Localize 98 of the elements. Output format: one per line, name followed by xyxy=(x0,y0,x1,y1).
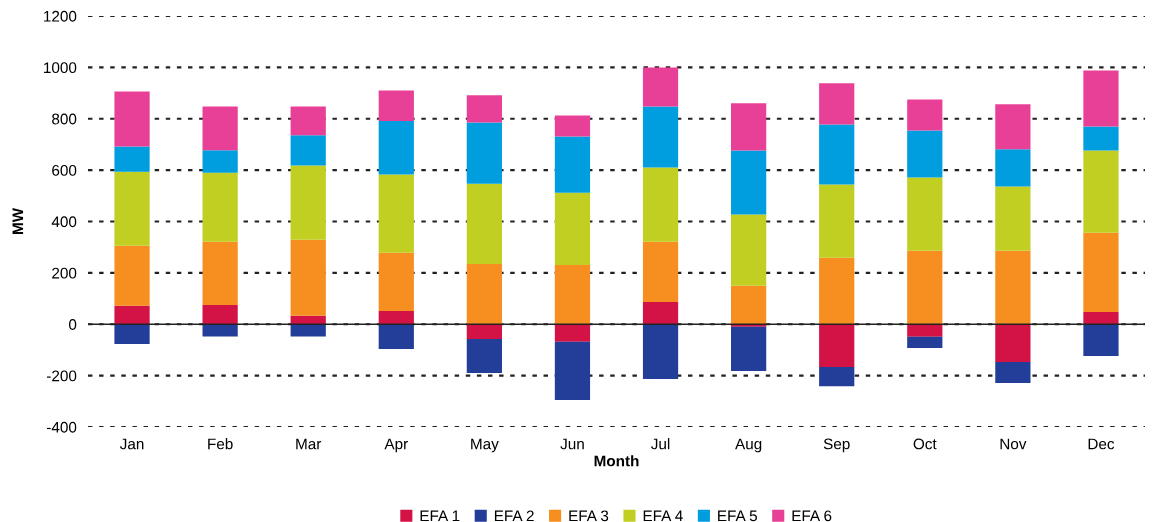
bar xyxy=(731,150,767,215)
bar xyxy=(907,336,943,348)
bar xyxy=(1083,311,1119,325)
bar xyxy=(202,304,238,325)
bar xyxy=(731,285,767,325)
bar xyxy=(290,135,326,166)
bar xyxy=(995,149,1031,187)
bar xyxy=(202,150,238,173)
bar xyxy=(378,252,414,311)
bar xyxy=(995,104,1031,150)
bar xyxy=(114,146,150,172)
bar xyxy=(202,241,238,305)
y-tick-label: 600 xyxy=(52,164,77,176)
bar xyxy=(290,239,326,316)
bar xyxy=(290,324,326,337)
bar xyxy=(819,124,855,185)
bar xyxy=(378,324,414,349)
y-tick-label: 1200 xyxy=(44,10,77,22)
bar xyxy=(907,177,943,251)
bar xyxy=(642,67,679,107)
y-tick-label: -200 xyxy=(46,370,77,382)
bar xyxy=(290,106,326,136)
bar xyxy=(114,324,150,345)
y-tick-label: 200 xyxy=(52,267,77,279)
bar xyxy=(819,257,855,325)
bar xyxy=(731,326,767,371)
bar xyxy=(819,324,855,367)
bar xyxy=(554,115,591,137)
bar xyxy=(907,250,943,325)
y-tick-label: 0 xyxy=(68,319,77,330)
bar xyxy=(995,250,1031,325)
bar xyxy=(995,324,1031,363)
bar xyxy=(1083,232,1119,312)
bar xyxy=(907,130,943,178)
y-tick-label: 1000 xyxy=(44,62,77,74)
bar xyxy=(642,167,679,242)
x-tick-label: Aug xyxy=(735,438,762,453)
x-tick-label: Sep xyxy=(823,438,850,453)
x-tick-label: Dec xyxy=(1088,438,1115,450)
x-tick-label: Jan xyxy=(119,438,144,450)
legend-label: EFA 5 xyxy=(718,510,757,522)
bar xyxy=(1083,150,1119,233)
bar xyxy=(731,214,767,286)
x-tick-label: May xyxy=(471,438,499,453)
bar xyxy=(202,324,238,337)
bar xyxy=(554,192,591,265)
legend-label: EFA 2 xyxy=(494,510,534,522)
bar xyxy=(995,362,1031,384)
bar xyxy=(466,122,502,184)
bar xyxy=(554,324,591,342)
legend-label: EFA 6 xyxy=(792,510,832,522)
bar xyxy=(642,324,679,379)
bar xyxy=(466,183,502,264)
bar xyxy=(554,264,591,325)
bar xyxy=(907,99,943,131)
y-tick-label: -400 xyxy=(46,421,77,433)
bar xyxy=(819,366,855,387)
bar xyxy=(1083,324,1119,357)
bar xyxy=(1083,70,1119,127)
x-tick-label: Oct xyxy=(913,438,937,450)
y-axis-title: MW xyxy=(12,207,24,235)
bar xyxy=(1083,126,1119,151)
legend-label: EFA 4 xyxy=(643,510,683,522)
bar xyxy=(466,263,502,325)
y-tick-label: 400 xyxy=(51,216,77,228)
bar xyxy=(819,184,855,258)
x-axis-title: Month xyxy=(594,455,639,467)
bar xyxy=(995,186,1031,251)
y-tick-label: 800 xyxy=(52,113,77,125)
bar xyxy=(554,341,591,401)
bar xyxy=(114,305,150,325)
bar xyxy=(114,91,150,147)
x-tick-label: Mar xyxy=(296,438,322,450)
x-tick-label: Feb xyxy=(208,438,233,450)
bar xyxy=(466,95,502,123)
bar xyxy=(907,324,943,337)
bar xyxy=(554,136,591,193)
bar xyxy=(114,171,150,246)
bar xyxy=(731,103,767,151)
bar xyxy=(378,121,414,175)
x-tick-label: Jun xyxy=(560,438,584,450)
bar xyxy=(202,106,238,151)
bar xyxy=(642,106,679,168)
x-tick-label: Nov xyxy=(1000,438,1027,450)
bar xyxy=(202,172,238,242)
bar xyxy=(642,241,679,302)
bar xyxy=(819,83,855,125)
bar xyxy=(290,165,326,240)
x-tick-label: Apr xyxy=(384,438,408,453)
bar xyxy=(642,301,679,325)
bar xyxy=(378,90,414,122)
bar xyxy=(114,245,150,306)
legend-label: EFA 3 xyxy=(569,510,609,522)
bar xyxy=(378,174,414,253)
bar xyxy=(466,338,502,374)
x-tick-label: Jul xyxy=(651,438,670,450)
bar xyxy=(466,324,502,339)
legend-label: EFA 1 xyxy=(420,510,460,522)
